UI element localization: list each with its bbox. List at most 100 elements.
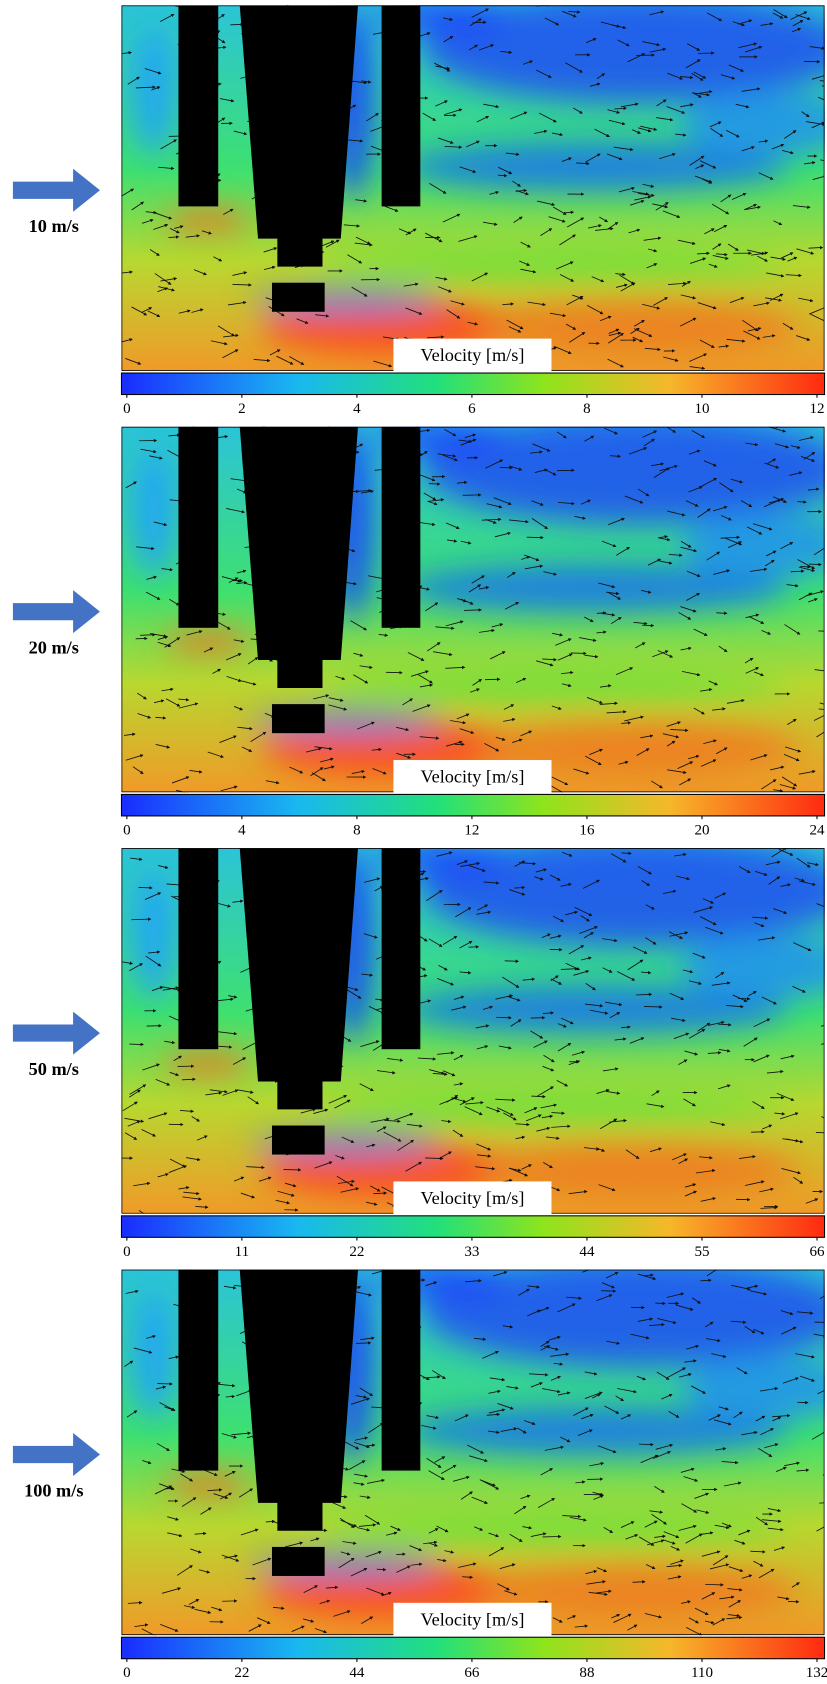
- vector: [537, 1086, 554, 1097]
- vector: [656, 99, 667, 107]
- vector: [509, 1167, 529, 1177]
- vector: [512, 738, 523, 743]
- vector: [543, 571, 557, 576]
- vector: [550, 975, 559, 982]
- vector: [495, 736, 506, 741]
- vector: [343, 224, 361, 228]
- vector: [246, 1165, 265, 1170]
- vector: [125, 481, 137, 489]
- vector: [666, 106, 686, 114]
- vector: [437, 453, 457, 458]
- vector: [753, 301, 770, 307]
- vector: [519, 260, 531, 266]
- vector: [677, 239, 696, 245]
- vector: [531, 500, 544, 506]
- vector: [540, 228, 553, 236]
- vector: [677, 761, 694, 769]
- vector: [781, 149, 794, 155]
- vector: [796, 248, 815, 255]
- vector: [633, 621, 648, 626]
- vector: [624, 495, 644, 504]
- vector: [632, 191, 650, 196]
- vector: [222, 1089, 239, 1096]
- vector: [459, 166, 477, 173]
- flow-region: [476, 1143, 799, 1198]
- vector: [555, 638, 572, 646]
- vector: [753, 1054, 770, 1063]
- vector: [157, 641, 172, 648]
- vector: [521, 1164, 532, 1170]
- vector: [643, 438, 655, 447]
- vector: [640, 125, 658, 131]
- vector: [818, 708, 825, 710]
- colorbar-tick-label: 44: [579, 1244, 595, 1260]
- vector: [581, 956, 592, 961]
- vector: [484, 742, 500, 752]
- vector: [219, 98, 235, 103]
- vector: [315, 314, 330, 318]
- vector: [386, 1057, 404, 1062]
- vector: [819, 80, 825, 82]
- vector: [770, 256, 786, 261]
- vector: [792, 205, 811, 209]
- vector: [311, 772, 326, 782]
- vector: [608, 119, 626, 126]
- vector: [651, 462, 665, 467]
- vector: [681, 670, 701, 677]
- obstacle: [381, 848, 421, 1050]
- vector: [489, 651, 506, 660]
- vector: [542, 657, 557, 662]
- vector: [680, 75, 694, 80]
- vector: [718, 344, 730, 348]
- vector: [651, 780, 663, 789]
- vector: [720, 194, 732, 203]
- vector: [793, 942, 812, 952]
- vector: [140, 633, 156, 637]
- vector: [551, 1111, 566, 1115]
- vector: [741, 146, 755, 152]
- vector: [686, 570, 701, 578]
- vector: [596, 630, 607, 634]
- vector: [786, 583, 799, 588]
- vector: [446, 309, 461, 319]
- vector: [773, 788, 784, 793]
- vector: [149, 455, 163, 460]
- vector: [689, 155, 705, 166]
- vector: [328, 697, 344, 702]
- vector: [813, 547, 825, 556]
- vector: [435, 100, 448, 107]
- vector: [586, 697, 603, 704]
- vector: [469, 18, 482, 27]
- vector: [525, 1114, 542, 1122]
- vector: [351, 769, 365, 774]
- vector: [787, 256, 798, 262]
- vector: [374, 885, 384, 892]
- vector: [715, 747, 728, 755]
- flow-region: [164, 1473, 251, 1496]
- colorbar-title-box: [393, 338, 552, 374]
- vector: [219, 735, 237, 743]
- vector: [589, 82, 601, 87]
- vector: [807, 487, 820, 491]
- vector: [435, 626, 455, 630]
- vector: [726, 698, 745, 704]
- colorbar-tick-label: 6: [468, 401, 476, 417]
- obstacle: [271, 704, 325, 734]
- vector: [376, 1567, 387, 1572]
- vector: [355, 199, 368, 203]
- vector: [697, 508, 711, 518]
- obstacle: [178, 1269, 219, 1471]
- obstacle: [271, 1125, 325, 1155]
- vector: [712, 707, 726, 711]
- vector: [320, 757, 334, 763]
- flow-region: [132, 1291, 176, 1421]
- flow-region: [132, 448, 176, 578]
- flow-region: [132, 26, 176, 156]
- vector: [437, 978, 455, 986]
- vector: [730, 478, 744, 484]
- vector: [247, 656, 259, 665]
- vector: [543, 1162, 553, 1169]
- vector: [182, 1077, 196, 1082]
- flow-region: [314, 1512, 788, 1543]
- colorbar-tick-label: 0: [123, 1665, 131, 1681]
